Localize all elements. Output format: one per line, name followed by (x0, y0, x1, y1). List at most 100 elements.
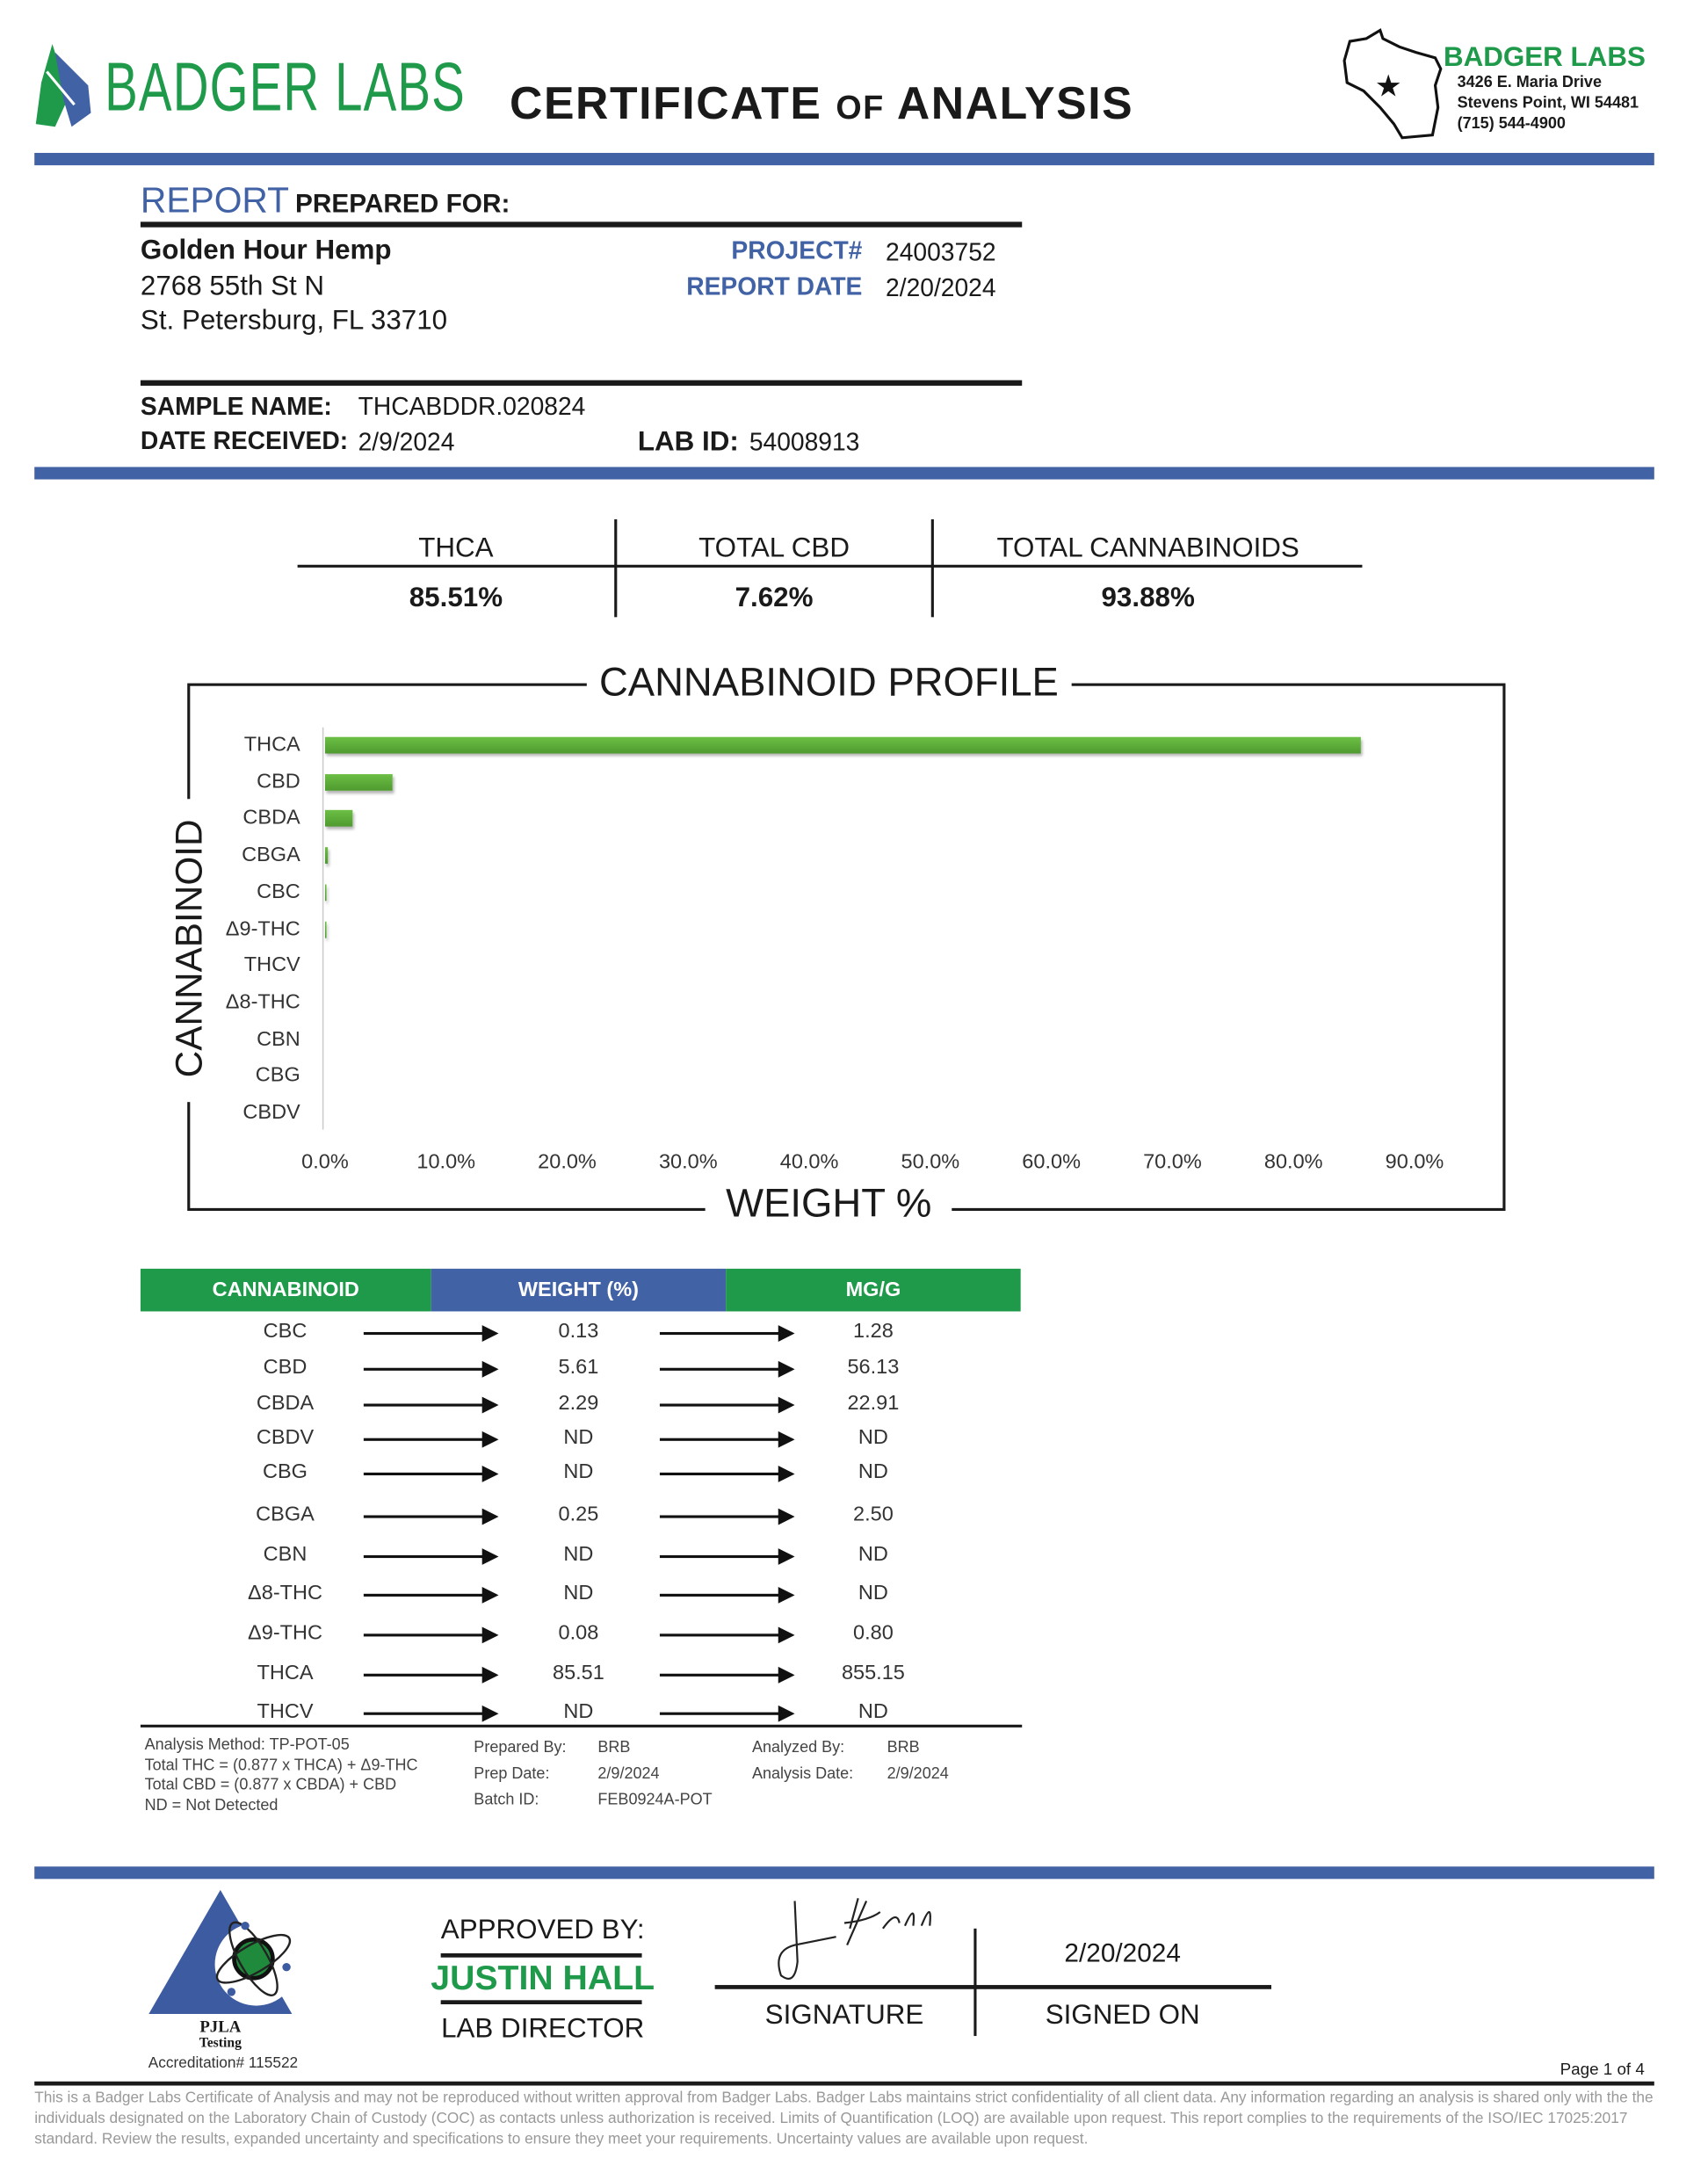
chart-bar (324, 847, 329, 865)
cell-weight: ND (563, 1460, 594, 1484)
arrow-right-icon (659, 1626, 795, 1644)
divider (440, 1952, 642, 1958)
summary-total-cannabinoids-value: 93.88% (1101, 583, 1195, 613)
y-label-mask (165, 799, 213, 1103)
chart-bar (324, 810, 353, 828)
report-heading: REPORT PREPARED FOR: (141, 179, 510, 222)
prep-labels: Prepared By: Prep Date: Batch ID: (474, 1735, 566, 1814)
arrow-right-icon (659, 1705, 795, 1722)
title-word-of: of (836, 89, 885, 127)
arrow-right-icon (363, 1360, 499, 1378)
chart-category-label: CBDV (242, 1100, 300, 1125)
divider (440, 2000, 642, 2005)
cell-weight: ND (563, 1425, 594, 1450)
chart-category-label: THCA (243, 733, 300, 757)
date-received-value: 2/9/2024 (358, 428, 455, 456)
chart-category-label: Δ9-THC (225, 916, 300, 940)
chart-category-label: CBG (255, 1063, 300, 1088)
pjla-label: PJLA (199, 2017, 242, 2037)
cell-mgg: 0.80 (853, 1621, 894, 1645)
project-label: PROJECT# (731, 236, 863, 264)
date-received-label: DATE RECEIVED: (140, 426, 349, 455)
lab-address: 3426 E. Maria Drive Stevens Point, WI 54… (1458, 73, 1639, 135)
chart-x-tick-label: 0.0% (301, 1150, 349, 1174)
address-brand: BADGER LABS (1443, 42, 1646, 74)
sample-name-value: THCABDDR.020824 (358, 392, 586, 421)
summary-thca-value: 85.51% (409, 583, 503, 613)
report-date-value: 2/20/2024 (886, 273, 996, 302)
chart-bar (324, 736, 1361, 754)
cell-weight: ND (563, 1699, 594, 1724)
summary-total-cbd-label: TOTAL CBD (698, 532, 850, 564)
document-title: CERTIFICATE of ANALYSIS (510, 77, 1133, 130)
cell-weight: 85.51 (552, 1661, 604, 1685)
arrow-right-icon (363, 1466, 499, 1482)
cell-mgg: 2.50 (853, 1503, 894, 1527)
cell-mgg: ND (858, 1425, 888, 1450)
chart-x-tick-label: 60.0% (1022, 1150, 1082, 1174)
sample-name-label: SAMPLE NAME: (140, 392, 332, 421)
method-notes: Analysis Method: TP-POT-05 Total THC = (… (145, 1735, 418, 1815)
chart-x-tick-label: 10.0% (416, 1150, 476, 1174)
total-thc-formula: Total THC = (0.877 x THCA) + Δ9-THC (144, 1757, 418, 1774)
client-address-1: 2768 55th St N (140, 271, 325, 302)
arrow-right-icon (363, 1396, 499, 1414)
arrow-right-icon (659, 1466, 795, 1482)
arrow-right-icon (363, 1626, 499, 1644)
client-address-2: St. Petersburg, FL 33710 (140, 306, 448, 337)
analyzed-by-value: BRB (887, 1740, 920, 1757)
batch-id-value: FEB0924A-POT (597, 1792, 713, 1809)
chart-category-label: THCV (243, 953, 300, 977)
arrow-right-icon (659, 1548, 795, 1565)
cell-weight: 5.61 (558, 1355, 599, 1380)
address-line-1: 3426 E. Maria Drive (1457, 74, 1602, 91)
chart-category-label: CBDA (242, 806, 300, 830)
cell-cannabinoid: CBD (263, 1355, 308, 1380)
accreditation-number: Accreditation# 115522 (148, 2055, 299, 2072)
chart-y-axis-label: CANNABINOID (169, 819, 211, 1078)
analysis-values: BRB 2/9/2024 (887, 1735, 949, 1788)
chart-x-tick-label: 20.0% (538, 1150, 597, 1174)
pjla-accreditation-logo-icon (148, 1889, 298, 2014)
chart-bar (324, 773, 394, 791)
cell-cannabinoid: CBDV (256, 1425, 315, 1450)
chart-x-axis-label: WEIGHT % (705, 1182, 952, 1228)
cell-weight: 0.08 (558, 1621, 599, 1645)
arrow-right-icon (659, 1360, 795, 1378)
analysis-date-label: Analysis Date: (751, 1765, 854, 1783)
badger-leaf-logo-icon (35, 44, 91, 127)
chart-x-tick-label: 70.0% (1143, 1150, 1202, 1174)
cell-weight: 0.13 (558, 1319, 599, 1344)
signed-on-date: 2/20/2024 (1064, 1939, 1181, 1969)
prep-date-value: 2/9/2024 (597, 1765, 660, 1783)
lab-id-label: LAB ID: (637, 426, 739, 458)
arrow-right-icon (363, 1548, 499, 1565)
cell-mgg: ND (858, 1460, 888, 1484)
cell-mgg: 56.13 (847, 1355, 900, 1380)
arrow-right-icon (659, 1396, 795, 1414)
report-date-label: REPORT DATE (686, 272, 863, 301)
arrow-right-icon (363, 1666, 499, 1684)
project-value: 24003752 (886, 238, 996, 266)
divider (140, 380, 1023, 386)
summary-total-cbd-value: 7.62% (735, 583, 814, 613)
prepared-by-value: BRB (597, 1740, 631, 1757)
table-header-mgg: MG/G (726, 1268, 1021, 1312)
arrow-right-icon (363, 1431, 499, 1448)
lab-phone: (715) 544-4900 (1457, 115, 1566, 133)
summary-total-cannabinoids-label: TOTAL CANNABINOIDS (996, 532, 1299, 564)
chart-y-axis-line (322, 727, 324, 1130)
report-heading-rest: PREPARED FOR: (295, 190, 510, 220)
client-name: Golden Hour Hemp (140, 235, 392, 266)
chart-x-tick-label: 40.0% (779, 1150, 839, 1174)
approver-title: LAB DIRECTOR (441, 2013, 645, 2045)
header-divider-bar (34, 153, 1654, 166)
analysis-method: Analysis Method: TP-POT-05 (144, 1736, 350, 1754)
divider (140, 221, 1023, 228)
arrow-right-icon (363, 1586, 499, 1604)
cell-mgg: ND (858, 1581, 888, 1605)
pjla-sub-label: Testing (199, 2036, 242, 2052)
chart-title: CANNABINOID PROFILE (586, 661, 1071, 707)
arrow-right-icon (363, 1508, 499, 1525)
table-bottom-rule (140, 1724, 1023, 1728)
